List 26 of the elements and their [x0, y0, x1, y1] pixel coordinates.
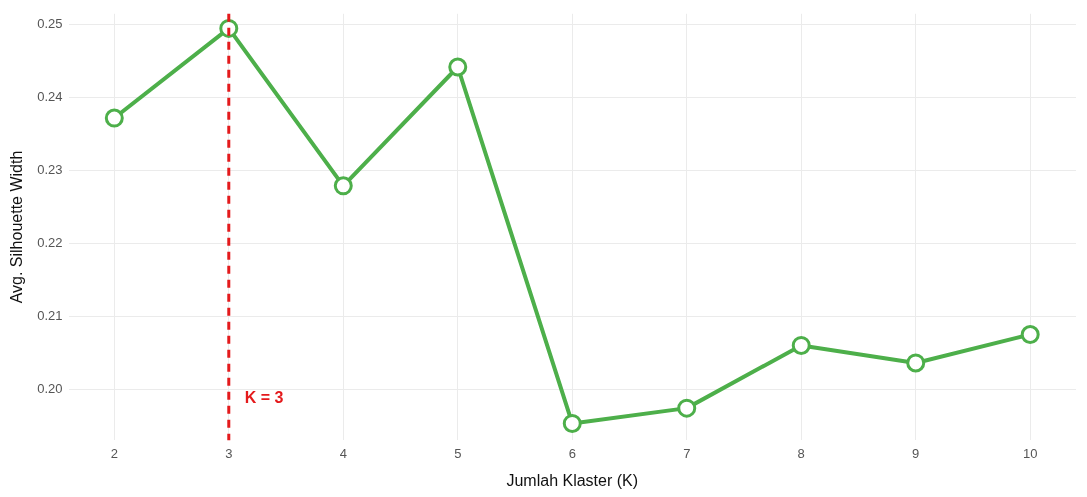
- point: [1020, 325, 1040, 345]
- point: [677, 398, 697, 418]
- y-tick-label: 0.25: [37, 16, 63, 32]
- point: [333, 176, 353, 196]
- x-tick-label: 4: [339, 445, 347, 461]
- x-tick-label: 9: [912, 445, 920, 461]
- x-tick-label: 2: [110, 445, 118, 461]
- y-tick-label: 0.24: [37, 89, 63, 105]
- x-tick-label: 8: [797, 445, 805, 461]
- y-tick-label: 0.23: [37, 162, 63, 178]
- point: [791, 335, 811, 355]
- annotation: K = 3: [244, 388, 284, 406]
- point: [448, 57, 468, 77]
- point: [906, 353, 926, 373]
- x-tick-label: 7: [683, 445, 691, 461]
- x-axis-title: Jumlah Klaster (K): [506, 471, 639, 489]
- x-tick-label: 5: [454, 445, 462, 461]
- x-tick-label: 3: [225, 445, 233, 461]
- x-tick-label: 6: [568, 445, 576, 461]
- x-tick-label: 10: [1022, 445, 1038, 461]
- y-tick-label: 0.22: [37, 234, 63, 250]
- y-tick-label: 0.20: [37, 380, 63, 396]
- point: [104, 108, 124, 128]
- y-axis-title: Avg. Silhouette Width: [8, 150, 26, 304]
- point: [562, 413, 582, 433]
- y-tick-label: 0.21: [37, 307, 63, 323]
